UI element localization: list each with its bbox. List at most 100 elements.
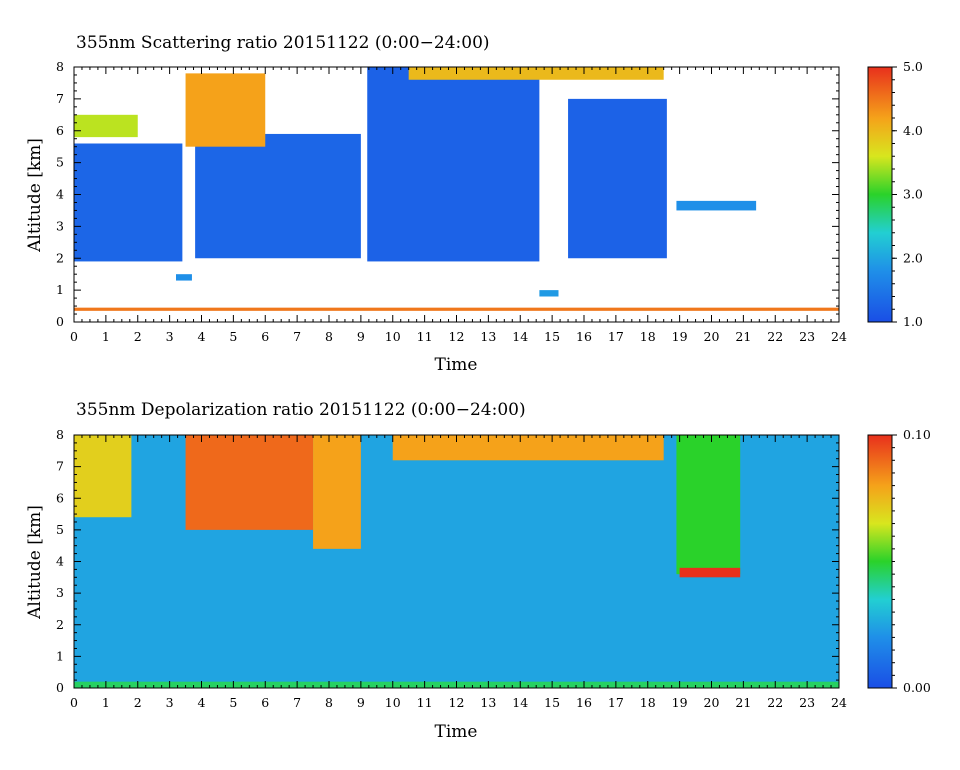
x-tick-label: 18 [640,695,656,710]
y-tick-label: 7 [56,459,64,474]
x-tick-label: 3 [166,329,174,344]
x-tick-label: 1 [102,329,110,344]
x-tick-label: 19 [672,329,688,344]
y-tick-label: 7 [56,91,64,106]
heatmap-field [74,67,839,311]
x-tick-label: 11 [417,329,433,344]
x-tick-label: 17 [608,695,624,710]
x-tick-label: 22 [767,329,783,344]
x-tick-label: 16 [576,695,592,710]
x-tick-label: 4 [198,329,206,344]
heatmap-region [74,114,138,138]
x-tick-label: 5 [229,695,237,710]
x-tick-label: 8 [325,329,333,344]
x-axis-label: Time [435,355,478,375]
colorbar-ticks: 0.00 0.10 [892,427,931,695]
x-tick-label: 9 [357,329,365,344]
heatmap-region [185,73,266,147]
y-axis-label: Altitude [km] [25,505,45,620]
x-axis-label: Time [435,722,478,742]
y-tick-label: 1 [56,282,64,297]
y-tick-label: 3 [56,585,64,600]
x-tick-label: 10 [385,695,401,710]
x-tick-label: 11 [417,695,433,710]
axes: 0 1 2 3 4 5 6 7 8 9 10 11 12 13 14 15 16 17 18 19 20 21 22 23 24… [56,427,847,710]
y-tick-label: 6 [56,490,64,505]
x-tick-label: 18 [640,329,656,344]
y-tick-label: 2 [56,250,64,265]
x-tick-label: 9 [357,695,365,710]
y-tick-label: 0 [56,314,64,329]
colorbar-tick-label: 2.0 [903,250,923,265]
x-tick-label: 7 [293,329,301,344]
x-tick-label: 20 [704,329,720,344]
x-tick-label: 10 [385,329,401,344]
x-tick-label: 23 [799,329,815,344]
axes: 0 1 2 3 4 5 6 7 8 9 10 11 12 13 14 15 16 17 18 19 20 21 22 23 24… [56,59,847,344]
colorbar-tick-label: 4.0 [903,123,923,138]
x-tick-label: 22 [767,695,783,710]
y-tick-label: 8 [56,427,64,442]
heatmap-region [195,133,361,259]
x-tick-label: 15 [544,695,560,710]
x-tick-label: 20 [704,695,720,710]
x-tick-label: 12 [449,329,465,344]
colorbar-tick-label: 0.10 [903,427,931,442]
heatmap-region [185,435,314,530]
colorbar [867,434,893,689]
colorbar-tick-label: 1.0 [903,314,923,329]
y-tick-label: 6 [56,123,64,138]
heatmap-region [74,307,839,311]
x-tick-label: 7 [293,695,301,710]
heatmap-region [392,435,664,461]
heatmap-region [408,67,664,80]
x-tick-label: 12 [449,695,465,710]
x-tick-label: 14 [512,329,528,344]
heatmap-region [367,67,540,262]
y-tick-label: 5 [56,155,64,170]
x-tick-label: 2 [134,329,142,344]
heatmap-region [568,98,667,259]
heatmap-region [74,143,183,262]
y-tick-label: 1 [56,648,64,663]
y-tick-label: 4 [56,187,64,202]
y-axis-label: Altitude [km] [25,138,45,253]
heatmap-field [74,435,839,688]
x-tick-label: 13 [480,329,496,344]
heatmap-region [676,435,741,575]
y-tick-label: 0 [56,680,64,695]
x-tick-label: 24 [831,329,847,344]
colorbar-ticks: 1.0 2.0 3.0 4.0 5.0 [892,59,923,329]
x-tick-label: 15 [544,329,560,344]
scattering-ratio-panel: 355nm Scattering ratio 20151122 (0:00−24… [25,33,923,375]
heatmap-region [313,435,361,549]
y-tick-label: 3 [56,218,64,233]
chart-title: 355nm Scattering ratio 20151122 (0:00−24… [76,33,490,53]
x-tick-label: 14 [512,695,528,710]
heatmap-region [74,435,132,518]
heatmap-region [679,567,741,578]
x-tick-label: 0 [70,329,78,344]
depolarization-ratio-panel: 355nm Depolarization ratio 20151122 (0:0… [25,400,931,742]
x-tick-label: 13 [480,695,496,710]
x-tick-label: 19 [672,695,688,710]
x-tick-label: 4 [198,695,206,710]
y-tick-label: 2 [56,617,64,632]
x-tick-label: 8 [325,695,333,710]
x-tick-label: 6 [261,329,269,344]
heatmap-region [176,274,192,281]
colorbar [867,66,893,323]
colorbar-tick-label: 3.0 [903,187,923,202]
x-tick-label: 2 [134,695,142,710]
y-tick-label: 5 [56,522,64,537]
colorbar-tick-label: 0.00 [903,680,931,695]
heatmap-region [676,200,757,211]
x-tick-label: 3 [166,695,174,710]
x-tick-label: 16 [576,329,592,344]
x-tick-label: 6 [261,695,269,710]
chart-title: 355nm Depolarization ratio 20151122 (0:0… [76,400,526,420]
x-tick-label: 23 [799,695,815,710]
y-tick-label: 8 [56,59,64,74]
x-tick-label: 17 [608,329,624,344]
